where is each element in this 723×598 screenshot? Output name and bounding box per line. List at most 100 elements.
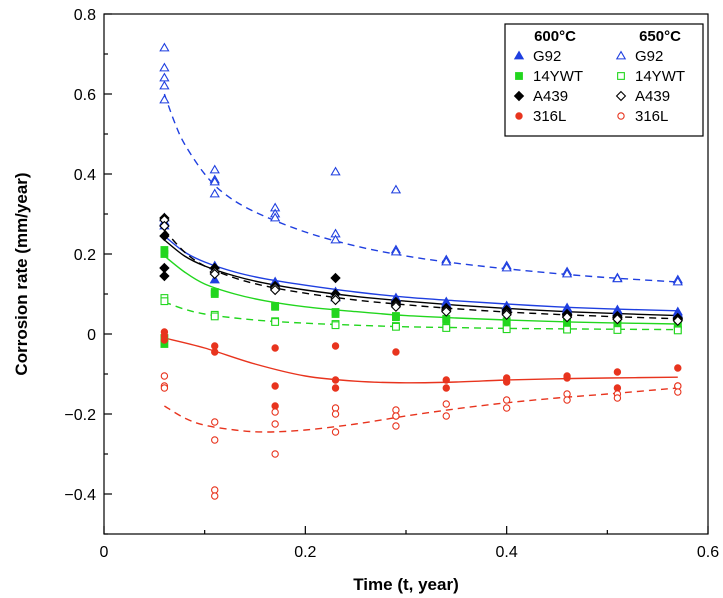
data-point-316l-650c — [392, 422, 400, 430]
data-point-a439-600c — [159, 230, 170, 242]
legend-label: 14YWT — [533, 68, 583, 85]
data-point-a439-600c — [159, 270, 170, 282]
legend-marker — [515, 112, 523, 120]
fit-curve-14ywt-650c — [164, 301, 678, 331]
fit-curve-g92-600c — [163, 235, 678, 312]
data-point-14ywt-650c — [673, 326, 682, 335]
data-point-316l-650c — [160, 384, 169, 392]
legend-box — [504, 23, 704, 137]
legend-marker — [615, 50, 627, 60]
y-axis-title: Corrosion rate (mm/year) — [12, 172, 31, 375]
fit-curves — [163, 93, 678, 433]
data-point-316l-650c — [160, 372, 169, 380]
data-point-g92-650c — [209, 188, 220, 198]
data-point-g92-650c — [159, 80, 170, 90]
data-point-316l-650c — [271, 420, 279, 428]
data-point-a439-650c — [561, 312, 573, 323]
data-point-a439-650c — [441, 306, 452, 317]
data-point-14ywt-600c — [331, 310, 340, 318]
data-point-316l-650c — [271, 408, 279, 416]
data-point-316l-600c — [211, 342, 219, 350]
data-point-316l-650c — [211, 486, 219, 494]
legend-label: A439 — [533, 88, 568, 105]
legend-marker — [513, 50, 525, 60]
data-point-g92-650c — [159, 62, 170, 72]
data-point-316l-600c — [160, 336, 169, 344]
y-tick-label: −0.4 — [64, 487, 96, 504]
data-point-316l-600c — [442, 376, 450, 384]
data-point-14ywt-600c — [271, 302, 280, 311]
data-point-14ywt-600c — [160, 250, 169, 258]
legend-marker — [513, 90, 525, 102]
data-point-g92-650c — [159, 42, 170, 52]
data-point-g92-650c — [209, 164, 220, 174]
legend-label: G92 — [533, 48, 561, 65]
data-point-316l-600c — [331, 376, 340, 384]
data-point-316l-650c — [442, 400, 450, 408]
data-point-316l-650c — [502, 396, 511, 404]
data-point-316l-650c — [331, 428, 340, 436]
data-point-14ywt-650c — [563, 325, 571, 334]
data-point-14ywt-650c — [271, 318, 280, 326]
data-point-316l-600c — [613, 384, 622, 392]
data-point-g92-650c — [390, 184, 402, 194]
legend-label: G92 — [635, 48, 663, 65]
data-point-316l-600c — [502, 378, 511, 386]
fit-curve-a439-650c — [163, 229, 678, 320]
data-point-316l-650c — [211, 492, 219, 500]
data-point-14ywt-600c — [442, 316, 451, 324]
data-point-14ywt-600c — [210, 290, 219, 298]
data-point-316l-650c — [502, 404, 511, 412]
legend-label: 316L — [533, 108, 566, 125]
data-point-g92-650c — [269, 212, 281, 222]
data-point-316l-650c — [211, 436, 219, 444]
data-point-14ywt-650c — [502, 325, 511, 334]
x-tick-label: 0.4 — [496, 544, 518, 561]
data-point-14ywt-600c — [392, 313, 400, 322]
legend-marker — [515, 72, 523, 80]
data-point-316l-650c — [211, 418, 219, 426]
data-point-g92-650c — [330, 234, 341, 244]
data-point-g92-650c — [441, 256, 452, 266]
x-tick-label: 0.2 — [294, 544, 316, 561]
legend-marker — [617, 112, 625, 120]
data-point-a439-600c — [330, 272, 341, 284]
y-tick-label: 0.2 — [74, 247, 96, 264]
x-tick-label: 0 — [100, 544, 109, 561]
data-point-a439-650c — [330, 294, 341, 306]
data-point-14ywt-650c — [331, 321, 340, 330]
data-point-g92-650c — [501, 262, 512, 272]
data-point-316l-650c — [331, 410, 340, 418]
x-tick-label: 0.6 — [697, 544, 719, 561]
data-point-316l-600c — [331, 342, 340, 350]
fit-curve-14ywt-600c — [163, 255, 678, 325]
data-point-316l-600c — [271, 382, 279, 390]
y-tick-label: 0.6 — [74, 87, 96, 104]
data-point-316l-650c — [613, 394, 622, 402]
legend-label: 316L — [635, 108, 668, 125]
data-point-g92-650c — [330, 166, 341, 176]
data-point-316l-600c — [211, 348, 219, 356]
fit-curve-316l-650c — [164, 387, 678, 433]
data-point-316l-650c — [674, 388, 682, 396]
data-point-g92-650c — [672, 276, 683, 286]
y-tick-label: 0 — [87, 327, 96, 344]
y-tick-label: 0.8 — [74, 7, 96, 24]
data-point-316l-650c — [392, 412, 400, 420]
data-point-a439-650c — [269, 284, 281, 296]
data-point-a439-650c — [209, 268, 220, 280]
data-point-g92-650c — [159, 94, 170, 104]
data-point-14ywt-650c — [392, 322, 400, 331]
data-point-g92-650c — [159, 72, 170, 82]
data-point-316l-600c — [331, 384, 340, 392]
data-point-14ywt-650c — [160, 297, 169, 306]
fit-curve-316l-600c — [164, 337, 678, 384]
data-point-14ywt-650c — [442, 324, 451, 332]
data-point-g92-600c — [209, 274, 220, 284]
data-point-a439-650c — [159, 220, 170, 232]
legend-marker — [617, 72, 625, 80]
data-point-g92-650c — [390, 246, 402, 256]
data-point-a439-650c — [612, 314, 623, 325]
axes: 0 0.2 0.4 0.6 −0.4 −0.2 0 0.2 0.4 0.6 0.8 — [64, 7, 719, 561]
data-point-316l-650c — [563, 396, 571, 404]
